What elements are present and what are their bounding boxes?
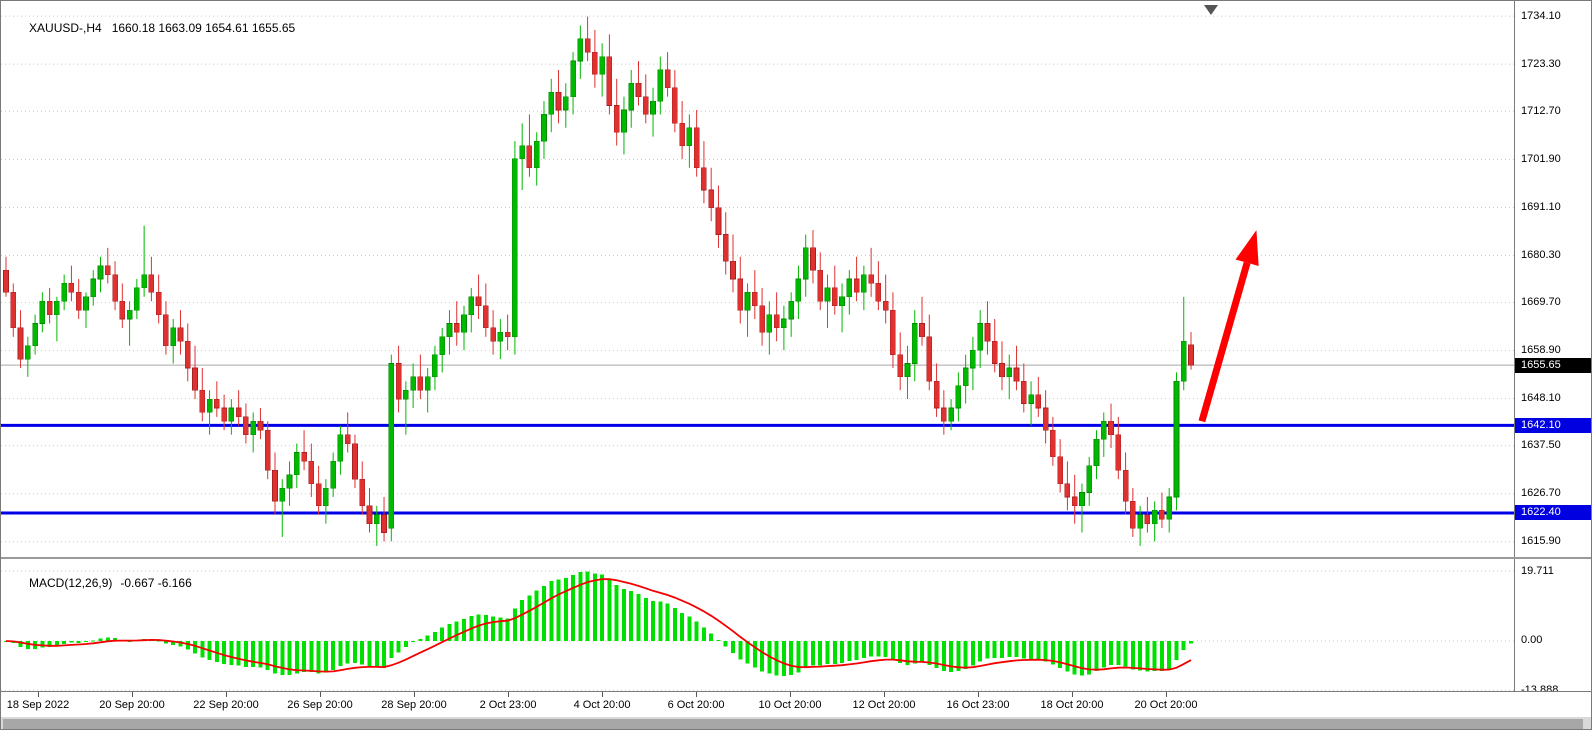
time-tick-mark <box>320 692 321 697</box>
macd-axis[interactable]: 19.711 0.00 -13.888 <box>1514 559 1591 696</box>
time-tick-label: 26 Sep 20:00 <box>287 699 353 711</box>
macd-tick-label: 19.711 <box>1521 564 1554 577</box>
price-pane[interactable]: XAUUSD-,H4 1660.18 1663.09 1654.61 1655.6… <box>1 1 1514 557</box>
time-tick-mark <box>696 692 697 697</box>
time-tick-mark <box>414 692 415 697</box>
time-axis[interactable]: 18 Sep 2022 20 Sep 20:00 22 Sep 20:00 26 Se… <box>1 691 1591 717</box>
price-axis[interactable]: 1655.65 1642.10 1622.40 1734.10 1723.30 17… <box>1514 1 1591 557</box>
time-tick-mark <box>1072 692 1073 697</box>
macd-signal-line <box>5 578 1192 673</box>
macd-histogram <box>4 571 1194 677</box>
time-tick-label: 28 Sep 20:00 <box>381 699 447 711</box>
time-tick-mark <box>790 692 791 697</box>
macd-pane[interactable]: MACD(12,26,9) -0.667 -6.166 <box>1 559 1514 691</box>
price-tick-label: 1701.90 <box>1521 152 1561 165</box>
time-tick-label: 18 Sep 2022 <box>6 699 70 711</box>
time-tick-mark <box>1166 692 1167 697</box>
horizontal-scrollbar[interactable] <box>1 717 1591 729</box>
time-tick-label: 10 Oct 20:00 <box>758 699 822 711</box>
price-tick-label: 1691.10 <box>1521 200 1561 213</box>
price-tick-label: 1723.30 <box>1521 57 1561 70</box>
time-tick-label: 4 Oct 20:00 <box>573 699 631 711</box>
price-tick-label: 1680.30 <box>1521 248 1561 261</box>
time-tick-label: 12 Oct 20:00 <box>852 699 916 711</box>
symbol-timeframe: XAUUSD-,H4 <box>29 21 102 35</box>
support-price-badge-1622: 1622.40 <box>1515 505 1591 521</box>
macd-tick-label: 0.00 <box>1521 634 1543 647</box>
chart-shift-marker[interactable] <box>1204 5 1218 15</box>
time-tick-label: 6 Oct 20:00 <box>667 699 725 711</box>
time-tick-mark <box>602 692 603 697</box>
price-tick-label: 1658.90 <box>1521 344 1561 357</box>
time-tick-label: 20 Oct 20:00 <box>1134 699 1198 711</box>
time-tick-label: 22 Sep 20:00 <box>193 699 259 711</box>
pane-separator[interactable] <box>1 557 1591 559</box>
time-tick-mark <box>38 692 39 697</box>
scrollbar-thumb[interactable] <box>3 719 1583 729</box>
time-tick-label: 2 Oct 23:00 <box>479 699 537 711</box>
symbol-ohlc-label: XAUUSD-,H4 1660.18 1663.09 1654.61 1655.6… <box>9 7 295 49</box>
time-tick-mark <box>226 692 227 697</box>
price-tick-label: 1626.70 <box>1521 487 1561 500</box>
current-price-badge: 1655.65 <box>1515 357 1591 373</box>
time-tick-label: 16 Oct 23:00 <box>946 699 1010 711</box>
time-tick-mark <box>884 692 885 697</box>
price-tick-label: 1712.70 <box>1521 104 1561 117</box>
price-tick-label: 1734.10 <box>1521 9 1561 22</box>
macd-indicator-values: -0.667 -6.166 <box>120 576 192 590</box>
time-tick-label: 18 Oct 20:00 <box>1040 699 1104 711</box>
price-tick-label: 1648.10 <box>1521 392 1561 405</box>
support-price-badge-1642: 1642.10 <box>1515 417 1591 433</box>
macd-indicator-name: MACD(12,26,9) <box>29 576 113 590</box>
time-tick-mark <box>978 692 979 697</box>
macd-chart[interactable] <box>1 559 1514 691</box>
price-tick-label: 1615.90 <box>1521 535 1561 548</box>
price-gridlines <box>1 15 1514 543</box>
price-tick-label: 1637.50 <box>1521 439 1561 452</box>
macd-gridlines <box>1 570 1514 691</box>
candles <box>3 16 1194 546</box>
price-chart[interactable] <box>1 1 1514 557</box>
macd-indicator-label: MACD(12,26,9) -0.667 -6.166 <box>9 562 192 604</box>
time-tick-mark <box>508 692 509 697</box>
time-tick-mark <box>132 692 133 697</box>
price-tick-label: 1669.70 <box>1521 296 1561 309</box>
time-tick-label: 20 Sep 20:00 <box>99 699 165 711</box>
trend-arrow[interactable] <box>1198 230 1259 423</box>
ohlc-values: 1660.18 1663.09 1654.61 1655.65 <box>111 21 296 35</box>
